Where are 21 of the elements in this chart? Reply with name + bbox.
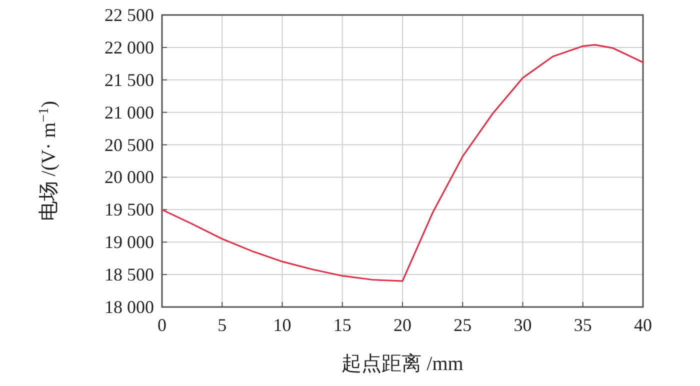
x-tick-label: 35: [574, 315, 592, 335]
x-tick-label: 15: [333, 315, 352, 335]
x-tick-label: 30: [514, 315, 532, 335]
x-tick-label: 10: [273, 315, 292, 335]
y-tick-label: 22 000: [104, 37, 154, 58]
x-tick-label: 20: [394, 315, 412, 335]
y-tick-label: 19 000: [104, 232, 154, 252]
y-tick-label: 18 500: [104, 264, 154, 285]
x-tick-label: 40: [634, 315, 652, 335]
line-series: [161, 44, 644, 282]
x-tick-label: 0: [158, 315, 166, 335]
y-tick-label: 18 000: [104, 297, 154, 317]
x-tick-label: 25: [454, 315, 472, 335]
y-tick-label: 20 000: [104, 167, 154, 188]
x-axis-title: 起点距离 /mm: [342, 353, 464, 375]
y-tick-label: 20 500: [104, 134, 154, 155]
y-tick-label: 21 500: [104, 70, 154, 90]
y-tick-label: 19 500: [104, 200, 154, 220]
y-tick-label: 21 000: [104, 102, 154, 122]
x-tick-label: 5: [218, 315, 227, 335]
y-tick-label: 22 500: [104, 5, 154, 25]
